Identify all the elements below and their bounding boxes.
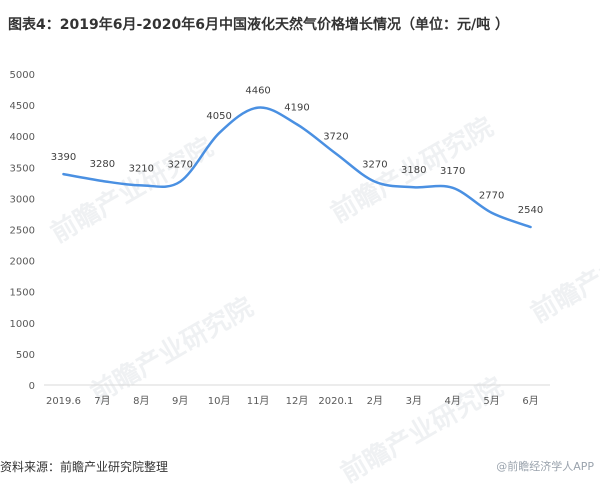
data-label: 3280: [90, 159, 115, 170]
data-label: 3720: [323, 132, 348, 143]
data-label: 4460: [245, 86, 270, 97]
source-note: 资料来源：前瞻产业研究院整理: [0, 460, 169, 474]
data-label: 3170: [440, 166, 465, 177]
data-label: 2540: [518, 205, 543, 216]
x-tick-label: 3月: [406, 395, 422, 407]
y-tick-label: 3000: [10, 194, 35, 205]
data-label: 3390: [51, 152, 76, 163]
y-tick-label: 2500: [10, 226, 35, 237]
series-line: [62, 106, 532, 229]
y-tick-label: 4000: [10, 132, 35, 143]
series-line-group: [62, 106, 532, 229]
line-chart: 0 500 1000 1500 2000 2500 3000 3500 4000 4500 5000…: [10, 70, 550, 407]
x-tick-label: 2019.6: [46, 396, 81, 407]
data-label: 3270: [168, 160, 193, 171]
y-tick-label: 2000: [10, 257, 35, 268]
data-label: 4050: [206, 111, 231, 122]
x-tick-label: 2020.1: [318, 396, 353, 407]
y-tick-label: 4500: [10, 101, 35, 112]
data-label: 3210: [129, 163, 154, 174]
x-tick-label: 6月: [522, 395, 538, 407]
data-labels: 3390 3280 3210 3270 4050 4460 4190 3720 3270 3180…: [51, 86, 544, 216]
x-tick-label: 9月: [172, 395, 188, 407]
y-tick-label: 0: [29, 381, 35, 392]
x-tick-label: 8月: [133, 395, 149, 407]
x-tick-label: 11月: [247, 395, 270, 407]
y-axis: 0 500 1000 1500 2000 2500 3000 3500 4000 4500 5000: [10, 70, 35, 392]
x-tick-label: 4月: [445, 395, 461, 407]
x-tick-label: 2月: [367, 395, 383, 407]
y-tick-label: 1500: [10, 288, 35, 299]
y-tick-label: 1000: [10, 319, 35, 330]
x-tick-label: 10月: [208, 395, 231, 407]
x-tick-label: 12月: [286, 395, 309, 407]
data-label: 3180: [401, 165, 426, 176]
x-axis: 2019.6 7月 8月 9月 10月 11月 12月 2020.1 2月 3月 4月 5月 6月: [44, 384, 550, 407]
data-label: 4190: [284, 102, 309, 113]
data-label: 3270: [362, 160, 387, 171]
data-label: 2770: [479, 191, 504, 202]
x-tick-label: 5月: [483, 395, 499, 407]
chart-title: 图表4：2019年6月-2020年6月中国液化天然气价格增长情况（单位：元/吨 …: [8, 17, 509, 33]
corner-watermark: @前瞻经济学人APP: [496, 460, 594, 473]
y-tick-label: 3500: [10, 163, 35, 174]
x-tick-label: 7月: [94, 395, 110, 407]
y-tick-label: 500: [16, 350, 35, 361]
y-tick-label: 5000: [10, 70, 35, 81]
